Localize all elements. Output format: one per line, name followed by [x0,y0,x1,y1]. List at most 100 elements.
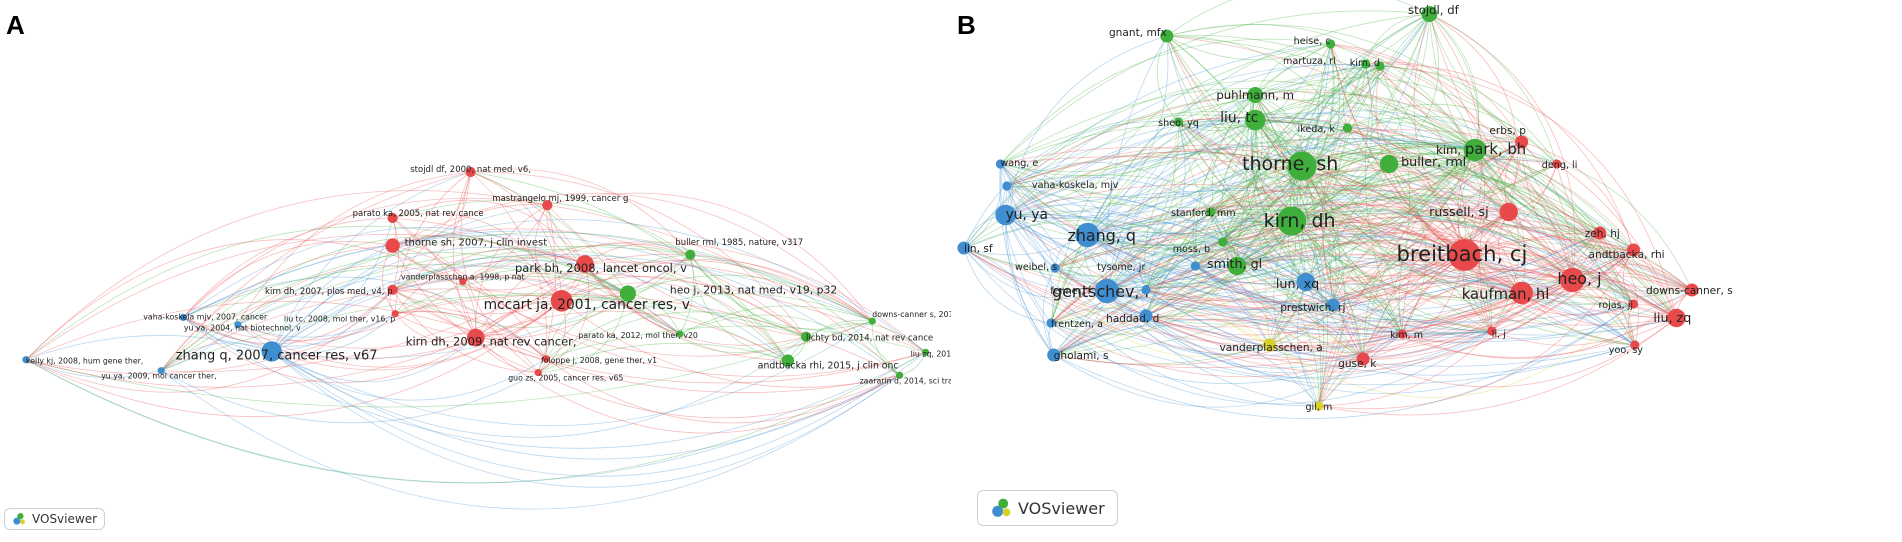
network-node[interactable]: zaararin d, 2014, sci transl me [860,371,951,386]
network-node[interactable]: yoo, sy [1609,340,1644,356]
network-node[interactable]: liu zq, 2017, nat commun, v8, [911,348,951,359]
node-circle[interactable] [1667,308,1686,328]
network-node[interactable]: heo j, 2013, nat med, v19, p32 [619,283,837,302]
network-node[interactable]: vaha-koskela mjv, 2007, cancer [143,312,268,321]
node-circle[interactable] [534,368,542,377]
node-circle[interactable] [1515,135,1529,149]
node-circle[interactable] [1244,109,1266,131]
node-circle[interactable] [1361,59,1371,69]
node-circle[interactable] [1326,298,1340,312]
network-node[interactable]: andtbacka, rhi [1589,243,1665,261]
node-circle[interactable] [896,371,904,379]
node-circle[interactable] [1047,348,1061,362]
network-node[interactable]: yu, ya [995,204,1048,226]
network-node[interactable]: vaha-koskela, mjv [1002,180,1119,191]
network-node[interactable]: weibel, s [1015,262,1060,273]
node-circle[interactable] [1139,309,1153,323]
network-node[interactable]: gholami, s [1047,348,1109,362]
network-node[interactable]: parato ka, 2012, mol ther, v20 [578,330,698,340]
network-node[interactable]: buller rml, 1985, nature, v317 [675,238,803,260]
network-node[interactable]: vanderplasschen a, 1998, p nat [401,272,525,286]
node-circle[interactable] [1050,263,1060,273]
network-node[interactable]: erbs, p [1489,125,1529,149]
node-circle[interactable] [922,348,930,356]
node-circle[interactable] [1628,299,1639,309]
node-circle[interactable] [1247,87,1264,103]
network-node[interactable]: kim, m [1390,329,1423,341]
network-node[interactable]: martuza, rl [1283,56,1371,69]
network-node[interactable]: liu, zq [1653,308,1691,328]
node-circle[interactable] [995,159,1005,169]
node-circle[interactable] [1277,206,1307,236]
network-node[interactable]: ikeda, k [1298,123,1353,135]
network-node[interactable]: kirn dh, 2009, nat rev cancer, [406,328,577,349]
network-node[interactable]: fenner, f [1050,285,1151,297]
network-node[interactable]: buller, rml [1379,154,1466,174]
node-circle[interactable] [1593,226,1607,240]
network-node[interactable]: frentzen, a [1046,318,1103,330]
node-circle[interactable] [619,285,636,302]
network-node[interactable]: stojdl df, 2000, nat med, v6, [410,165,531,178]
network-node[interactable]: puhlmann, m [1216,87,1294,103]
node-circle[interactable] [1342,123,1353,133]
node-circle[interactable] [1314,401,1324,411]
node-circle[interactable] [1356,352,1370,366]
network-node[interactable]: kirn dh, 2007, plos med, v4, p [265,284,398,297]
node-circle[interactable] [1160,29,1174,43]
network-node[interactable]: guse, k [1338,352,1377,370]
node-circle[interactable] [1448,239,1481,271]
node-circle[interactable] [22,356,30,364]
network-node[interactable]: deng, li [1542,159,1578,171]
network-node[interactable]: sheo, yq [1158,117,1199,129]
network-node[interactable]: li, j [1487,326,1506,340]
network-node[interactable]: mccart ja, 2001, cancer res, v [484,290,690,313]
network-node[interactable]: downs-canner, s [1646,283,1733,297]
node-circle[interactable] [261,341,282,362]
network-node[interactable]: thorne sh, 2007, j clin invest [385,238,547,253]
node-circle[interactable] [1510,281,1533,305]
network-node[interactable]: heo, j [1557,267,1601,293]
network-node[interactable]: liu, tc [1220,109,1266,131]
network-node[interactable]: wang, e [995,158,1039,169]
node-circle[interactable] [1397,329,1407,339]
node-circle[interactable] [1094,278,1120,304]
node-circle[interactable] [1499,202,1518,222]
node-circle[interactable] [800,331,812,342]
node-circle[interactable] [1173,117,1184,127]
network-node[interactable]: moss, b [1173,237,1228,255]
node-circle[interactable] [550,290,573,312]
network-node[interactable]: heise, c [1294,36,1336,49]
network-node[interactable]: zhang, q [1068,222,1137,248]
node-circle[interactable] [1552,159,1562,169]
network-node[interactable]: lun, xq [1276,272,1319,292]
network-node[interactable]: russell, sj [1429,202,1518,222]
network-node[interactable]: andtbacka rhi, 2015, j clin onc [758,354,899,372]
node-circle[interactable] [387,212,398,224]
network-node[interactable]: haddad, d [1106,309,1159,325]
network-node[interactable]: thorne, sh [1242,151,1338,181]
network-node[interactable]: kirn, dh [1264,206,1336,236]
network-node[interactable]: breitbach, cj [1397,239,1528,271]
node-circle[interactable] [1190,261,1200,271]
node-circle[interactable] [387,284,398,295]
node-circle[interactable] [1685,283,1699,297]
node-circle[interactable] [1326,39,1336,49]
node-circle[interactable] [385,238,400,253]
network-node[interactable]: zhang q, 2007, cancer res, v67 [176,341,378,363]
node-circle[interactable] [1287,151,1317,181]
node-circle[interactable] [957,241,971,255]
network-node[interactable]: foloppe j, 2008, gene ther, v1 [541,355,657,365]
network-node[interactable]: prestwich, rj [1280,298,1345,314]
network-node[interactable]: lichty bd, 2014, nat rev cance [800,331,933,344]
node-circle[interactable] [995,204,1016,226]
network-node[interactable]: kirn, d [1350,58,1385,71]
node-circle[interactable] [542,355,550,363]
network-map-b[interactable]: stojdl, df gnant, mfx heise, c martuza, rl k… [951,0,1902,542]
node-circle[interactable] [465,166,476,178]
network-node[interactable]: guo zs, 2005, cancer res, v65 [508,368,623,383]
node-circle[interactable] [542,200,553,211]
node-circle[interactable] [1141,285,1151,295]
network-node[interactable]: smith, gl [1207,256,1262,276]
node-circle[interactable] [1560,267,1585,293]
node-circle[interactable] [1218,237,1228,247]
